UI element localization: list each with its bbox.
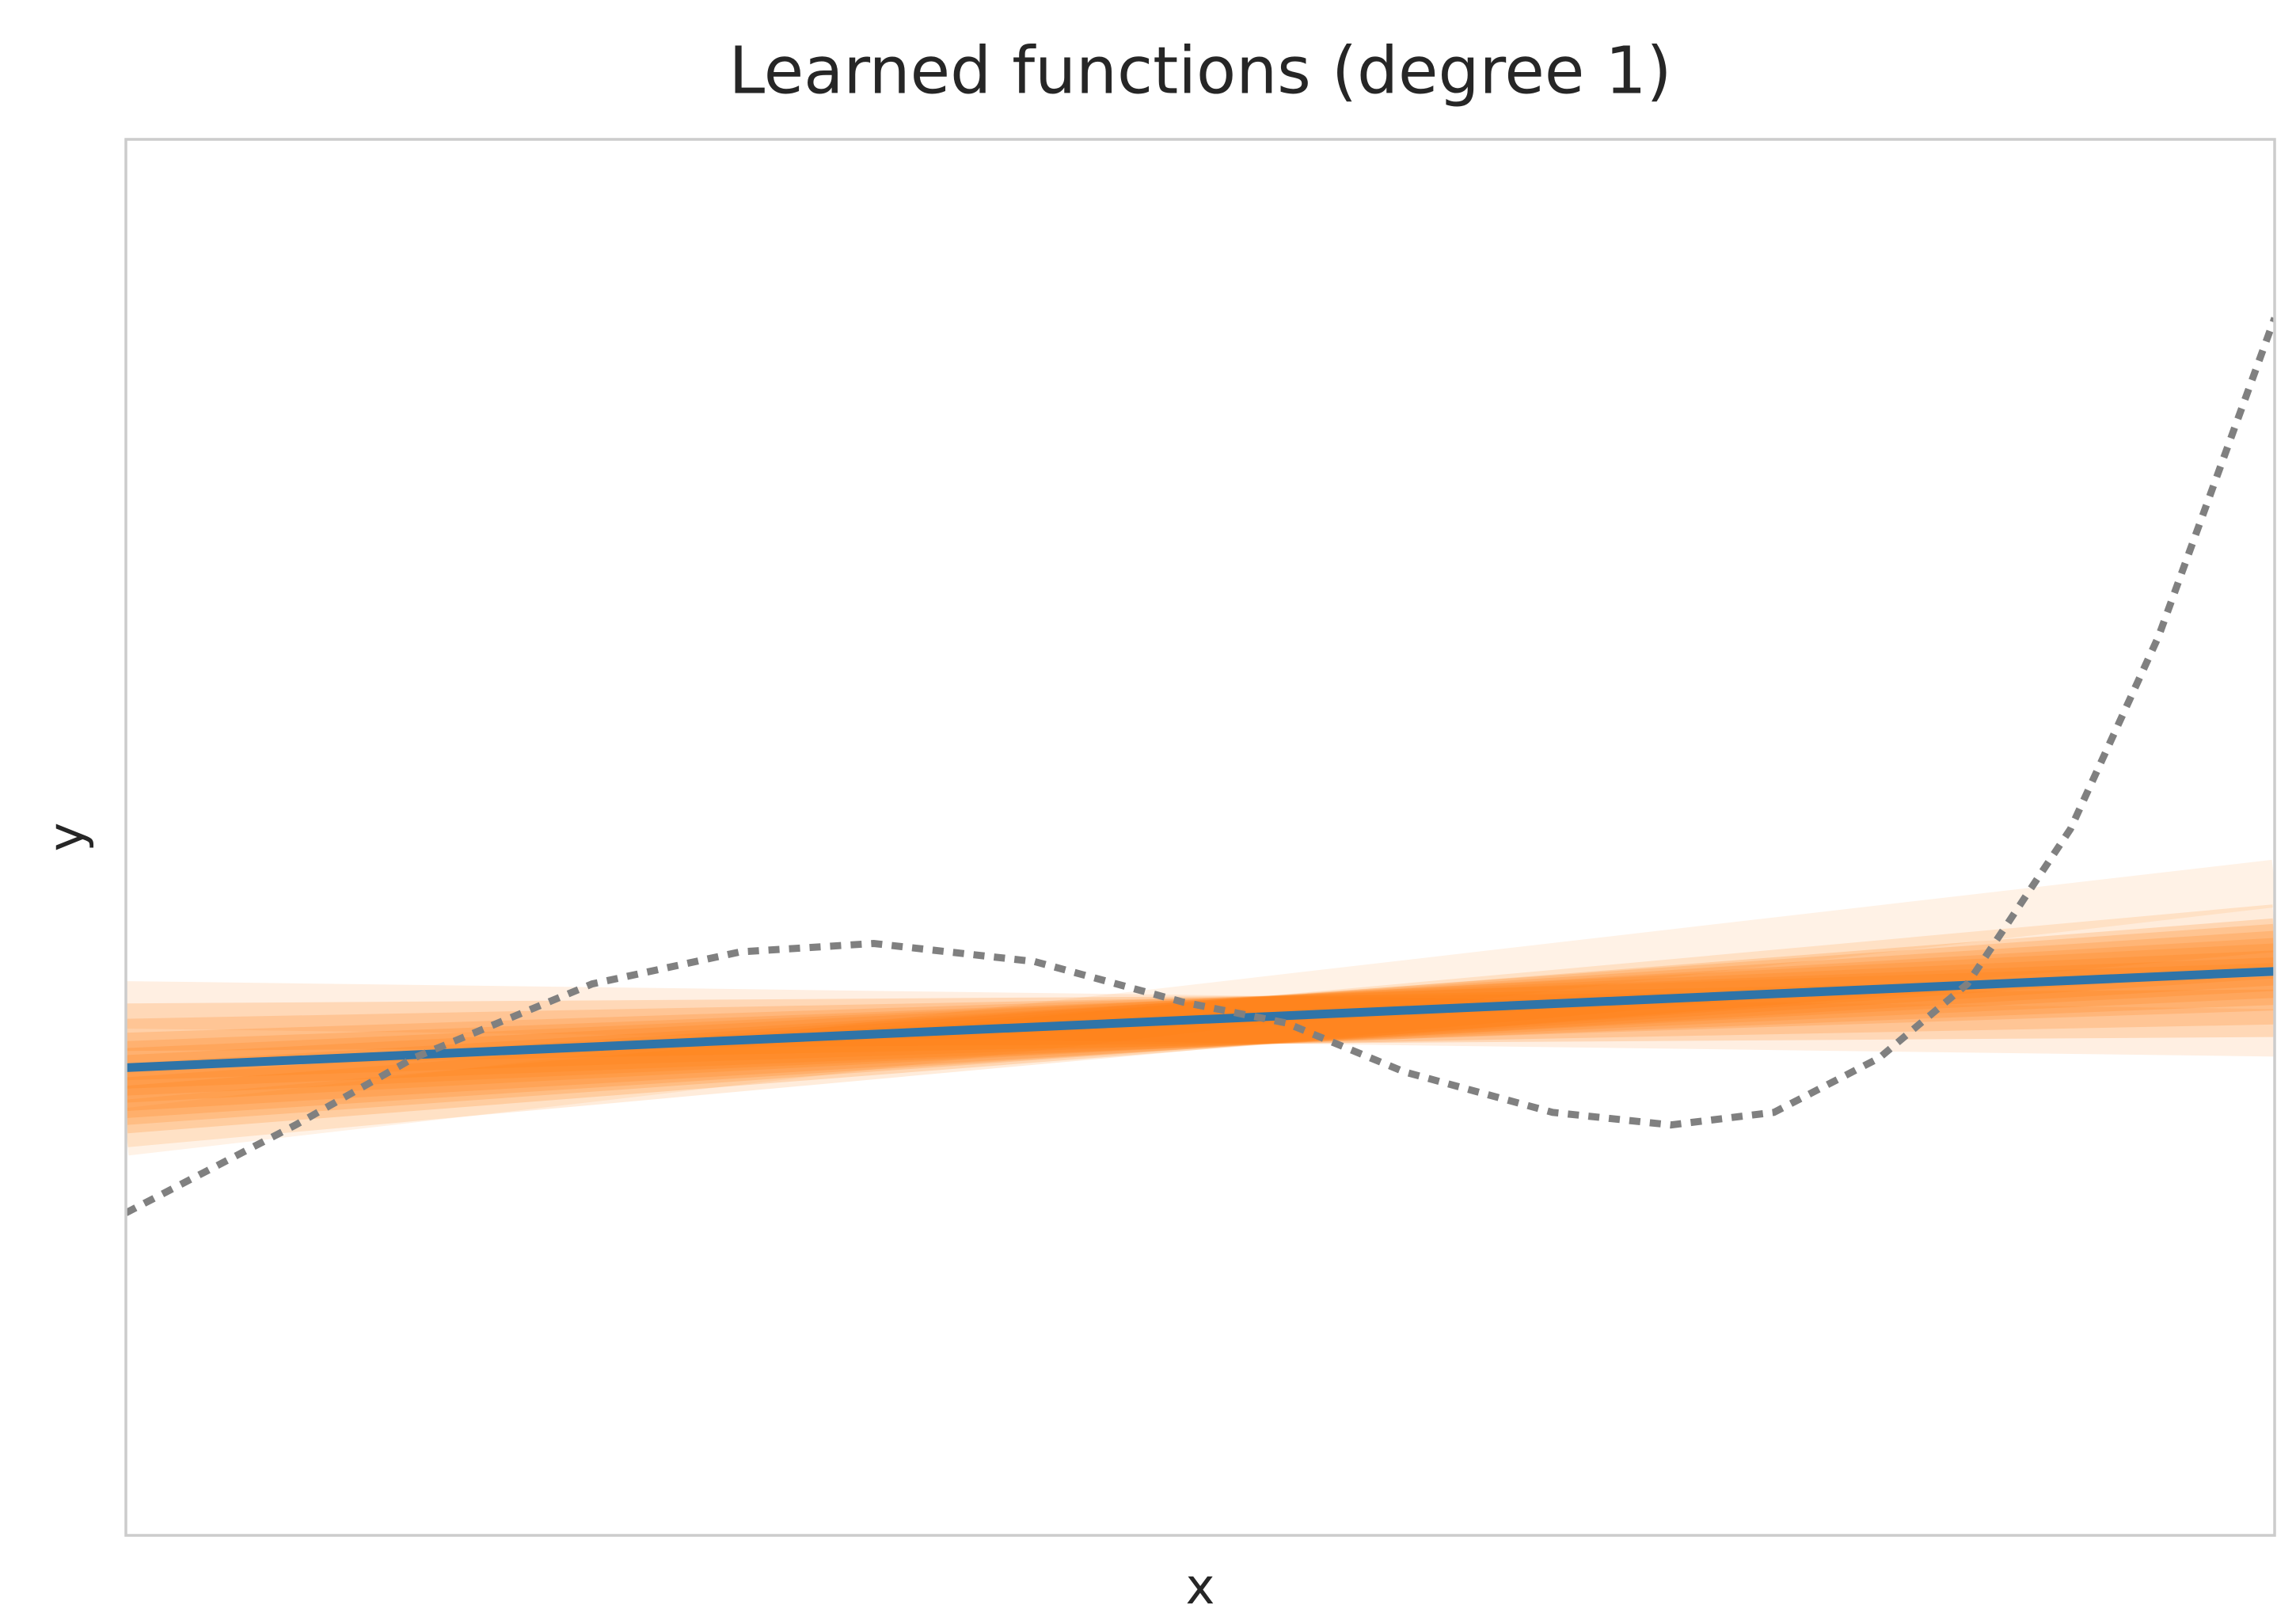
plot-area <box>126 317 2275 1216</box>
series-line <box>126 904 2275 1147</box>
x-axis-label: x <box>1186 1558 1215 1609</box>
plot-frame <box>124 138 2276 1537</box>
series-line <box>126 918 2275 1134</box>
series-line <box>126 938 2275 1112</box>
chart-title: Learned functions (degree 1) <box>728 33 1671 108</box>
y-axis-label: y <box>37 823 95 852</box>
series-line <box>126 930 2275 1118</box>
series-line <box>126 923 2275 1125</box>
series-line <box>126 967 2275 1072</box>
